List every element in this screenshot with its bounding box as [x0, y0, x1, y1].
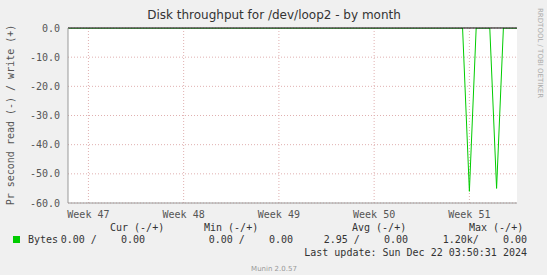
svg-text:-30.0: -30.0	[30, 110, 60, 121]
svg-text:Week 48: Week 48	[163, 209, 205, 220]
svg-text:Week 51: Week 51	[448, 209, 490, 220]
svg-text:RRDTOOL / TOBI OETIKER: RRDTOOL / TOBI OETIKER	[536, 8, 539, 98]
svg-text:Disk throughput for /dev/loop2: Disk throughput for /dev/loop2 - by mont…	[147, 8, 401, 22]
svg-text:Pr second read (-) / write (+): Pr second read (-) / write (+)	[8, 25, 16, 206]
svg-text:0.0: 0.0	[42, 23, 60, 34]
svg-text:Bytes: Bytes	[28, 234, 58, 245]
svg-text:Max (-/+): Max (-/+)	[469, 222, 523, 233]
svg-text:-50.0: -50.0	[30, 168, 60, 179]
svg-text:Last update: Sun Dec 22 03:50:: Last update: Sun Dec 22 03:50:31 2024	[304, 247, 527, 258]
svg-text:1.20k/ 0.00: 1.20k/ 0.00	[443, 234, 527, 245]
svg-text:0.00 / 0.00: 0.00 / 0.00	[209, 234, 293, 245]
svg-text:-20.0: -20.0	[30, 81, 60, 92]
svg-text:Munin 2.0.57: Munin 2.0.57	[251, 265, 297, 273]
svg-text:Week 47: Week 47	[67, 209, 109, 220]
svg-text:-60.0: -60.0	[30, 198, 60, 209]
svg-text:Week 50: Week 50	[353, 209, 395, 220]
svg-text:Cur (-/+): Cur (-/+)	[110, 222, 164, 233]
svg-text:2.95 / 0.00: 2.95 / 0.00	[324, 234, 408, 245]
svg-text:-10.0: -10.0	[30, 52, 60, 63]
svg-text:Min (-/+): Min (-/+)	[204, 222, 258, 233]
svg-text:0.00 / 0.00: 0.00 / 0.00	[61, 234, 145, 245]
svg-text:Avg (-/+): Avg (-/+)	[352, 222, 406, 233]
svg-text:-40.0: -40.0	[30, 139, 60, 150]
svg-text:Week 49: Week 49	[258, 209, 300, 220]
